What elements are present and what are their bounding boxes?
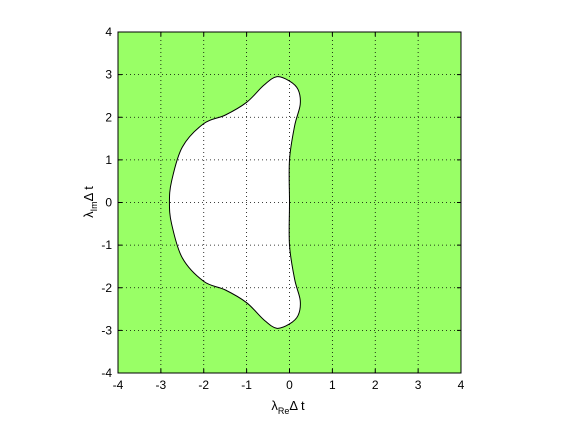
y-tick-label: 1 [105, 153, 112, 167]
x-axis-label-suffix: Δ t [289, 398, 305, 413]
y-tick-label: -4 [101, 366, 112, 380]
y-tick-label: -3 [101, 323, 112, 337]
y-axis-tick-labels: -4 -3 -2 -1 0 1 2 3 4 [101, 25, 112, 380]
plot-area [117, 31, 462, 374]
x-axis-label-symbol: λ [271, 398, 278, 413]
y-tick-label: 0 [105, 196, 112, 210]
tick-marks [117, 31, 462, 374]
x-tick-label: -3 [156, 378, 167, 392]
x-tick-label: -1 [241, 378, 252, 392]
y-axis-label: λImΔ t [81, 186, 99, 218]
x-tick-label: 2 [372, 378, 379, 392]
x-tick-label: 4 [458, 378, 465, 392]
x-tick-label: -2 [198, 378, 209, 392]
y-axis-label-subscript: Im [89, 201, 99, 211]
x-axis-label-subscript: Re [278, 406, 290, 416]
x-axis-tick-labels: -4 -3 -2 -1 0 1 2 3 4 [113, 378, 465, 392]
x-tick-label: 3 [415, 378, 422, 392]
x-tick-label: -4 [113, 378, 124, 392]
x-axis-label: λReΔ t [271, 398, 305, 416]
y-tick-label: 3 [105, 68, 112, 82]
stability-boundary-curve [168, 76, 301, 329]
x-tick-label: 1 [329, 378, 336, 392]
y-tick-label: 2 [105, 110, 112, 124]
grid [118, 32, 461, 373]
y-axis-label-symbol: λ [81, 211, 96, 218]
y-axis-label-suffix: Δ t [81, 186, 96, 202]
y-tick-label: -1 [101, 238, 112, 252]
y-tick-label: 4 [105, 25, 112, 39]
x-tick-label: 0 [286, 378, 293, 392]
y-tick-label: -2 [101, 281, 112, 295]
